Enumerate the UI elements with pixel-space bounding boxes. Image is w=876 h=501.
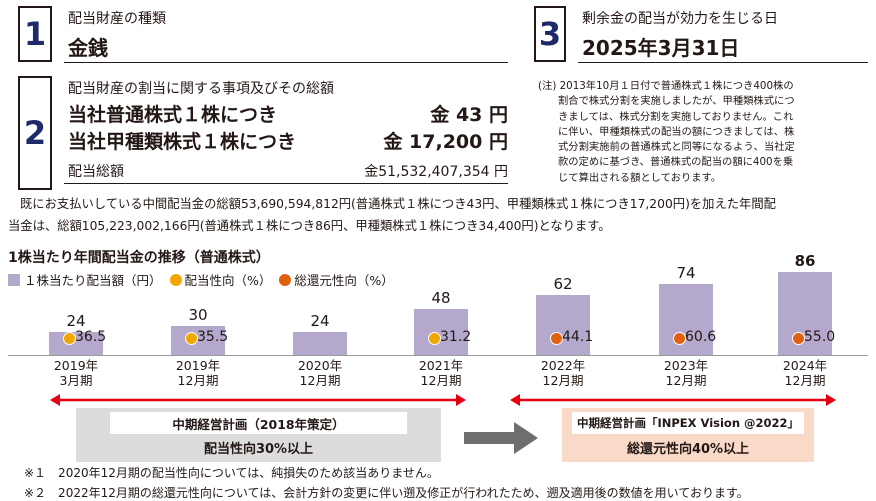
x-axis-label-year: 2022年 [540, 358, 586, 373]
payout-ratio-label: 31.2 [440, 329, 472, 345]
section-2-total-value: 金51,532,407,354 円 [364, 164, 508, 180]
dividend-bar [293, 331, 347, 355]
bar-value-label: 24 [66, 311, 86, 330]
section-3-label: 剰余金の配当が効力を生じる日 [582, 11, 778, 27]
note-line: 款の定めに基づき、普通株式の配当の額に400を乗 [558, 156, 794, 169]
chart-legend: １株当たり配当額（円） 配当性向（%） 総還元性向（%） [8, 270, 394, 289]
plan2-box: 中期経営計画「INPEX Vision @2022」 総還元性向40%以上 [562, 408, 814, 462]
total-return-ratio-dot [792, 332, 805, 345]
dividend-bar [778, 272, 832, 355]
section-1-value: 金銭 [68, 36, 108, 60]
x-axis-label-period: 12月期 [665, 373, 707, 388]
total-return-ratio-dot [550, 332, 563, 345]
section-2-underline [64, 183, 508, 184]
x-axis-label-period: 12月期 [542, 373, 584, 388]
plan1-box: 中期経営計画（2018年策定） 配当性向30%以上 [76, 408, 441, 462]
dividend-paragraph: 既にお支払いしている中間配当金の総額53,690,594,812円(普通株式１株… [8, 193, 874, 237]
note-line: 割合で株式分割を実施しましたが、甲種類株式につ [558, 95, 795, 108]
section-2-row2-label: 当社甲種類株式１株につき [68, 131, 297, 153]
payout-ratio-dot [63, 332, 76, 345]
plan-transition-arrow [464, 422, 538, 454]
legend-total-return-label: 総還元性向（%） [294, 273, 394, 288]
plan1-title-box: 中期経営計画（2018年策定） [110, 412, 407, 434]
total-return-ratio-label: 55.0 [804, 329, 836, 345]
paragraph-line: 既にお支払いしている中間配当金の総額53,690,594,812円(普通株式１株… [20, 197, 776, 211]
bar-value-label: 74 [676, 263, 696, 282]
bar-value-label: 48 [431, 288, 451, 307]
legend-bar-label: １株当たり配当額（円） [24, 273, 162, 288]
plan-arrows [50, 394, 836, 406]
plan1-arrow [50, 394, 466, 406]
payout-ratio-dot [428, 332, 441, 345]
plan2-title-box: 中期経営計画「INPEX Vision @2022」 [572, 412, 804, 434]
note-line: に伴い、甲種類株式の配当の額につきましては、株 [558, 125, 795, 138]
payout-ratio-label: 35.5 [197, 329, 229, 345]
section-2-number: 2 [18, 76, 52, 190]
section-2-row1-value: 金 43 円 [430, 104, 508, 126]
legend-payout-label: 配当性向（%） [184, 273, 272, 288]
note-line: (注) 2013年10月１日付で普通株式１株につき400株の [538, 80, 794, 92]
legend-payout-dot [169, 273, 182, 286]
footnote-1: ※１ 2020年12月期の配当性向については、純損失のため該当ありません。 [24, 466, 439, 480]
total-return-ratio-label: 44.1 [562, 329, 594, 345]
total-return-ratio-dot [673, 332, 686, 345]
bar-value-label: 86 [794, 252, 816, 270]
section-2-label: 配当財産の割当に関する事項及びその総額 [68, 81, 334, 97]
plan1-title: 中期経営計画（2018年策定） [172, 416, 345, 432]
section-1-label: 配当財産の種類 [68, 11, 166, 27]
plan2-arrow [510, 394, 836, 406]
dividend-bar [536, 295, 590, 355]
bar-value-label: 62 [553, 275, 573, 294]
x-axis-label-year: 2023年 [663, 358, 709, 373]
legend-bar-swatch [8, 273, 20, 286]
section-1-number: 1 [18, 6, 52, 62]
footnote-2: ※２ 2022年12月期の総還元性向については、会計方針の変更に伴い遡及修正が行… [24, 486, 749, 500]
dividend-bar [414, 308, 468, 355]
note-line: きましては、株式分割を実施しておりません。これ [558, 110, 794, 123]
paragraph-line: 当金は、総額105,223,002,166円(普通株式１株につき86円、甲種類株… [8, 219, 611, 233]
x-axis-label-year: 2019年 [53, 358, 99, 373]
section-1-underline [64, 62, 508, 63]
note-line: じて算出される額としております。 [558, 171, 722, 184]
section-2-row1-label: 当社普通株式１株につき [68, 104, 278, 126]
chart-baseline [8, 355, 868, 356]
bar-value-label: 30 [188, 306, 208, 325]
payout-ratio-dot [185, 332, 198, 345]
section-3-number: 3 [534, 6, 566, 62]
x-axis-label-period: 3月期 [59, 373, 93, 388]
section-3-underline [578, 62, 868, 63]
section-2-total-label: 配当総額 [68, 164, 124, 180]
x-axis-label-period: 12月期 [299, 373, 341, 388]
note-block: (注) 2013年10月１日付で普通株式１株につき400株の 割合で株式分割を実… [538, 79, 874, 186]
section-3-value: 2025年3月31日 [582, 36, 740, 60]
x-axis-label-period: 12月期 [420, 373, 462, 388]
dividend-bar [659, 283, 713, 355]
x-axis-label-year: 2019年 [175, 358, 221, 373]
dividend-bar [49, 331, 103, 355]
x-axis-label-period: 12月期 [177, 373, 219, 388]
chart-title: 1株当たり年間配当金の推移（普通株式） [8, 250, 270, 266]
dividend-bar [171, 326, 225, 355]
legend-total-return-dot [279, 273, 292, 286]
plan1-target: 配当性向30%以上 [203, 442, 314, 457]
x-axis-label-period: 12月期 [784, 373, 826, 388]
plan2-target: 総還元性向40%以上 [626, 442, 750, 457]
bar-value-label: 24 [310, 311, 330, 330]
total-return-ratio-label: 60.6 [685, 329, 717, 345]
x-axis-label-year: 2020年 [297, 358, 343, 373]
section-2-row2-value: 金 17,200 円 [383, 131, 508, 153]
payout-ratio-label: 36.5 [75, 329, 107, 345]
x-axis-label-year: 2024年 [782, 358, 828, 373]
note-line: 式分割実施前の普通株式と同等になるよう、当社定 [558, 141, 795, 154]
dividend-chart: 24 36.5 2019年 3月期 30 35.5 2019年 12月期 24 2020年 12月期… [49, 252, 836, 388]
x-axis-label-year: 2021年 [418, 358, 464, 373]
plan2-title: 中期経営計画「INPEX Vision @2022」 [576, 416, 800, 430]
